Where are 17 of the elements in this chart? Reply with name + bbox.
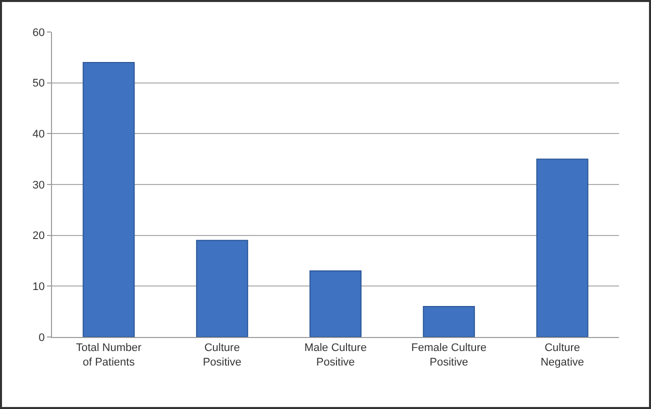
x-tick-label: Culture Positive	[202, 342, 242, 368]
bar	[536, 158, 588, 337]
x-tick-label: Male Culture Positive	[304, 342, 367, 368]
x-tick-label: Total Number of Patients	[76, 342, 142, 368]
bar	[422, 306, 475, 337]
y-tick-label: 40	[32, 128, 45, 141]
x-tick-label: Culture Negative	[540, 342, 584, 368]
x-tick-label: Female Culture Positive	[411, 342, 486, 368]
y-tick-label: 50	[32, 78, 45, 90]
y-tick-label: 20	[32, 230, 45, 242]
y-tick-label: 10	[32, 281, 45, 294]
y-tick-label: 60	[32, 26, 45, 39]
bar	[309, 270, 362, 337]
y-tick-label: 30	[32, 179, 45, 192]
y-tick-label: 0	[38, 332, 45, 344]
bar	[196, 240, 248, 337]
bar	[82, 62, 135, 337]
